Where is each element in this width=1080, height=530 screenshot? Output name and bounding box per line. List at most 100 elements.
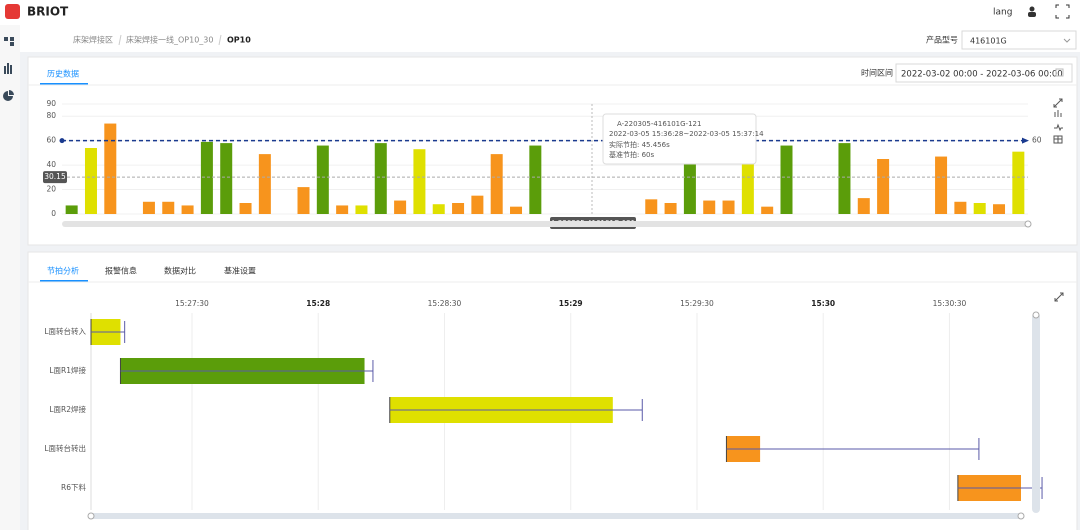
y-tick-label: 80 <box>46 111 56 120</box>
bar[interactable] <box>104 123 117 214</box>
bar[interactable] <box>838 143 851 214</box>
bar[interactable] <box>336 205 349 214</box>
bar[interactable] <box>220 143 233 214</box>
h-handle[interactable] <box>87 512 95 520</box>
sidebar-icons[interactable] <box>3 37 14 101</box>
y-tick-label: 0 <box>51 209 56 218</box>
bar[interactable] <box>703 200 716 214</box>
analysis-panel <box>27 251 1078 530</box>
tooltip <box>602 113 757 165</box>
fullscreen-icon[interactable] <box>1055 4 1070 19</box>
x-tick-label: 15:29 <box>559 299 583 308</box>
slider-track[interactable] <box>62 221 1028 227</box>
x-tick-label: 15:30:30 <box>933 299 967 308</box>
bar[interactable] <box>413 149 426 214</box>
reference-arrow <box>1022 137 1029 144</box>
tooltip-line: 实际节拍: 45.456s <box>609 140 670 149</box>
bar[interactable] <box>432 204 445 214</box>
bar[interactable] <box>200 141 213 214</box>
bar[interactable] <box>993 204 1006 214</box>
breadcrumb-item[interactable]: 床架焊接区 <box>73 35 113 45</box>
tab[interactable]: 基准设置 <box>224 266 256 276</box>
h-scrollbar[interactable] <box>91 513 1021 519</box>
product-label: 产品型号 <box>926 35 958 45</box>
sidebar <box>0 25 20 530</box>
range-picker[interactable] <box>895 63 1073 83</box>
y-tick-label: L面转台转入 <box>44 326 86 336</box>
tab[interactable]: 报警信息 <box>105 266 137 276</box>
bar[interactable] <box>471 195 484 214</box>
bar[interactable] <box>142 201 155 214</box>
user-icon[interactable] <box>1029 6 1035 12</box>
bar[interactable] <box>65 205 78 214</box>
bar[interactable] <box>935 156 948 214</box>
h-handle[interactable] <box>1017 512 1025 520</box>
bar[interactable] <box>683 159 696 214</box>
x-tick-label: 15:28:30 <box>428 299 462 308</box>
bar[interactable] <box>316 145 329 214</box>
product-value[interactable]: 416101G <box>970 37 1007 46</box>
calendar-icon <box>1055 68 1064 77</box>
y-tick-label: 60 <box>46 136 56 145</box>
logo-text: BRIOT <box>27 5 69 19</box>
bar[interactable] <box>510 206 523 214</box>
y-tick-label: R6下料 <box>61 482 86 492</box>
expand-icon[interactable] <box>1054 292 1064 302</box>
y-tick-label: L面R2焊接 <box>49 404 86 414</box>
bar[interactable] <box>857 198 870 214</box>
x-tick-label: 15:28 <box>306 299 330 308</box>
v-scrollbar[interactable] <box>1032 313 1040 513</box>
bar[interactable] <box>664 203 677 214</box>
bar[interactable] <box>954 201 967 214</box>
bar[interactable] <box>355 205 368 214</box>
bar[interactable] <box>162 201 175 214</box>
bar[interactable] <box>490 154 503 214</box>
logo-icon <box>5 4 20 19</box>
y-tick-label: L面转台转出 <box>44 443 86 453</box>
bar[interactable] <box>452 203 465 214</box>
range-label: 时间区间 <box>861 68 893 78</box>
select-arrow <box>1063 38 1071 43</box>
bar[interactable] <box>394 200 407 214</box>
bar[interactable] <box>780 145 793 214</box>
bar[interactable] <box>529 145 542 214</box>
bar[interactable] <box>181 205 194 214</box>
bar[interactable] <box>761 206 774 214</box>
tooltip-line: 基准节拍: 60s <box>609 150 654 159</box>
bar[interactable] <box>84 148 97 214</box>
bar[interactable] <box>645 199 658 214</box>
breadcrumb-item[interactable]: 床架焊接一线_OP10_30 <box>126 35 213 45</box>
breadcrumb-current: OP10 <box>227 36 251 45</box>
separator <box>218 34 222 46</box>
bar[interactable] <box>973 203 986 214</box>
v-handle[interactable] <box>1032 311 1040 319</box>
header <box>0 0 1080 25</box>
user-name[interactable]: lang <box>993 8 1012 18</box>
bar[interactable] <box>741 159 754 214</box>
bar[interactable] <box>722 200 735 214</box>
x-tick-label: 15:27:30 <box>175 299 209 308</box>
reference-start <box>59 138 65 144</box>
tab-active[interactable]: 节拍分析 <box>47 266 79 276</box>
range-value[interactable]: 2022-03-02 00:00 - 2022-03-06 00:00 <box>901 70 1063 80</box>
tab-active[interactable]: 历史数据 <box>47 69 79 79</box>
product-select[interactable] <box>961 30 1077 50</box>
bar[interactable] <box>258 154 271 214</box>
bar[interactable] <box>239 203 252 214</box>
bar[interactable] <box>297 187 310 214</box>
bar[interactable] <box>374 143 387 214</box>
marker-label-box <box>43 171 67 184</box>
y-tick-label: 90 <box>46 99 56 108</box>
tab[interactable]: 数据对比 <box>164 266 196 276</box>
bar[interactable] <box>877 159 890 214</box>
chart-toolbox[interactable] <box>1053 98 1063 144</box>
slider-handle[interactable] <box>1024 220 1032 228</box>
separator <box>118 34 122 46</box>
tooltip-title: A-220305-416101G-121 <box>617 120 701 128</box>
bar[interactable] <box>1012 151 1025 214</box>
user-icon-body <box>1028 12 1036 17</box>
x-tick-label: 15:30 <box>811 299 835 308</box>
breadcrumb-bar <box>20 25 1080 52</box>
